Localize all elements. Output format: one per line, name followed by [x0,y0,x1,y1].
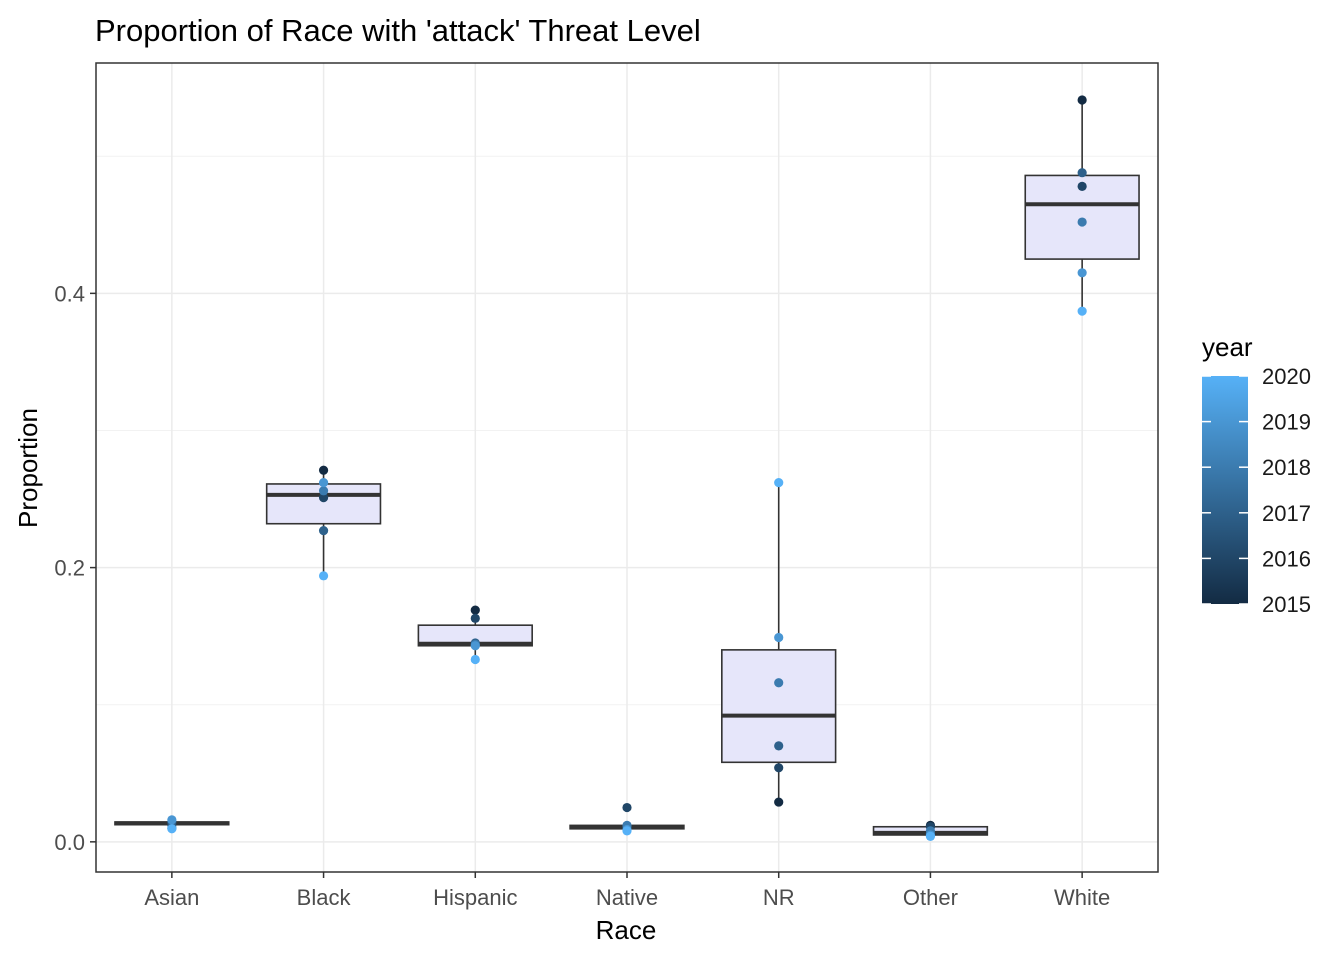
data-point-hispanic-2019 [470,641,480,651]
y-tick-label: 0.2 [54,556,85,581]
data-point-black-2017 [318,525,329,536]
data-point-black-2020 [318,571,329,581]
data-point-white-2020 [1077,306,1087,316]
legend-label: 2016 [1262,546,1311,571]
year-legend: year 2020 2019 2018 2017 2016 2015 [1202,332,1311,617]
x-tick-label: Black [297,885,352,910]
data-point-native-2016 [622,802,632,813]
legend-label: 2019 [1262,410,1311,435]
x-tick-label: White [1054,885,1110,910]
legend-ticks: 2020 2019 2018 2017 2016 2015 [1202,364,1311,617]
data-point-nr-2018 [774,678,784,688]
data-point-white-2018 [1077,217,1087,227]
y-tick-label: 0.0 [54,830,85,855]
data-point-hispanic-2016 [470,613,480,623]
data-point-asian-2019 [167,815,177,825]
data-point-white-2017 [1077,168,1087,178]
x-axis-title: Race [596,915,657,945]
grid-lines [96,63,1158,872]
data-point-other-2020 [925,831,936,841]
x-tick-label: NR [763,885,795,910]
data-point-nr-2019 [774,632,784,643]
data-point-white-2016 [1077,181,1087,192]
y-tick-label: 0.4 [54,281,85,306]
box-white [1024,100,1140,312]
data-point-black-2019 [318,477,329,488]
data-point-white-2015 [1077,95,1087,105]
axes: 0.0 0.2 0.4 Asian Black Hispanic Native NR Other… [54,281,1110,910]
x-tick-label: Native [596,885,658,910]
data-point-nr-2015 [774,797,784,807]
legend-title: year [1202,332,1253,362]
legend-label: 2020 [1262,364,1311,389]
x-tick-label: Asian [144,885,199,910]
data-point-nr-2017 [774,741,784,751]
data-point-nr-2020 [774,477,784,488]
y-axis-title: Proportion [13,408,43,528]
data-point-black-2018 [318,486,329,496]
data-point-hispanic-2020 [470,654,480,665]
data-point-white-2019 [1077,268,1087,278]
legend-label: 2018 [1262,455,1311,480]
data-point-nr-2016 [774,763,784,773]
x-tick-label: Other [903,885,958,910]
box-nr [721,482,837,803]
point-layer [167,95,1087,841]
legend-label: 2015 [1262,592,1311,617]
data-point-asian-2020 [167,824,177,834]
data-point-hispanic-2015 [470,605,480,615]
data-point-black-2015 [318,465,329,475]
legend-label: 2017 [1262,501,1311,526]
legend-colorbar [1202,376,1248,604]
chart-title: Proportion of Race with 'attack' Threat … [95,13,701,48]
data-point-native-2020 [622,826,632,836]
x-tick-label: Hispanic [433,885,517,910]
data-point-black-2016 [318,493,329,503]
